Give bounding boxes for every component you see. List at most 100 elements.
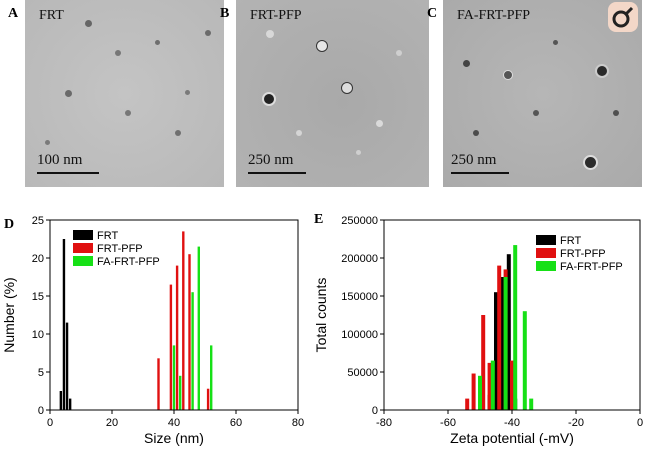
legend-label: FRT-PFP <box>97 243 143 255</box>
scale-bar <box>248 172 306 174</box>
particle <box>45 140 50 145</box>
particle <box>115 50 121 56</box>
bar <box>481 315 486 410</box>
bar <box>169 284 173 410</box>
particle <box>316 40 328 52</box>
bar <box>157 358 160 410</box>
bar <box>494 292 498 410</box>
bar <box>197 246 200 410</box>
scale-bar <box>451 172 509 174</box>
panel-letter-e: E <box>314 212 324 227</box>
y-axis-label: Number (%) <box>1 277 17 352</box>
tem-image-fa-frt-pfp: FA-FRT-PFP 250 nm <box>443 0 642 187</box>
tem-image-frt: FRT 100 nm <box>25 0 224 187</box>
scale-label: 100 nm <box>37 152 83 168</box>
particle <box>463 60 470 67</box>
legend-label: FRT <box>560 235 581 247</box>
panel-label: FRT-PFP <box>250 8 302 23</box>
x-tick-label: 40 <box>168 417 180 429</box>
particle <box>65 90 72 97</box>
x-tick-label: 80 <box>292 417 304 429</box>
particle <box>533 110 539 116</box>
scale-label: 250 nm <box>248 152 294 168</box>
legend-label: FRT <box>97 230 118 242</box>
bar <box>191 292 194 410</box>
bar <box>206 388 210 410</box>
bar <box>62 239 66 410</box>
x-tick-label: -20 <box>568 417 584 429</box>
bar <box>465 398 470 410</box>
x-tick-label: -60 <box>440 417 456 429</box>
particle <box>503 70 513 80</box>
bar <box>490 360 495 410</box>
bar <box>497 265 502 410</box>
bar <box>65 322 69 410</box>
x-axis-label: Size (nm) <box>144 430 204 446</box>
y-tick-label: 25 <box>32 215 44 227</box>
bar <box>179 375 182 410</box>
legend-swatch <box>73 243 93 253</box>
size-distribution-chart: 0 20 40 60 80 0 5 10 15 20 25 Size (nm) Number (%) FR… <box>1 215 304 446</box>
y-tick-label: 0 <box>38 405 44 417</box>
y-tick-label: 0 <box>372 405 378 417</box>
bar <box>529 398 534 410</box>
particle <box>341 82 353 94</box>
particle <box>125 110 131 116</box>
bar <box>182 231 185 410</box>
y-tick-label: 250000 <box>341 215 378 227</box>
legend-label: FRT-PFP <box>560 248 606 260</box>
particle <box>175 130 181 136</box>
x-tick-label: 20 <box>106 417 118 429</box>
y-tick-label: 10 <box>32 329 44 341</box>
y-tick-label: 200000 <box>341 253 378 265</box>
particle <box>473 130 479 136</box>
bar <box>503 277 508 410</box>
bar <box>172 345 176 410</box>
bar <box>59 391 63 410</box>
particle <box>595 64 609 78</box>
panel-letter-d: D <box>4 217 15 232</box>
y-tick-label: 15 <box>32 291 44 303</box>
logo-icon <box>608 2 638 32</box>
particle <box>376 120 383 127</box>
bar <box>188 254 191 410</box>
legend-label: FA-FRT-PFP <box>97 256 160 268</box>
y-tick-label: 20 <box>32 253 44 265</box>
bar <box>175 265 179 410</box>
particle <box>356 150 361 155</box>
particle <box>296 130 302 136</box>
bar <box>513 245 518 410</box>
legend-swatch <box>536 261 556 271</box>
panel-letter-b: B <box>220 6 230 21</box>
particle <box>266 30 274 38</box>
y-axis-label: Total counts <box>313 278 329 353</box>
zeta-potential-chart: -80 -60 -40 -20 0 0 50000 100000 150000 200000 250… <box>313 215 643 446</box>
legend-swatch <box>73 230 93 240</box>
bar <box>510 360 514 410</box>
bar <box>478 375 482 410</box>
x-tick-label: -40 <box>504 417 520 429</box>
y-tick-label: 5 <box>38 367 44 379</box>
particle <box>155 40 160 45</box>
bar <box>210 345 213 410</box>
particle <box>396 50 402 56</box>
panel-label: FA-FRT-PFP <box>457 8 531 23</box>
particle <box>262 92 276 106</box>
x-tick-label: 0 <box>47 417 53 429</box>
bar <box>68 398 72 410</box>
x-tick-label: -80 <box>376 417 392 429</box>
bar <box>487 362 492 410</box>
panel-letter-c: C <box>427 6 438 21</box>
y-tick-label: 100000 <box>341 329 378 341</box>
x-tick-label: 60 <box>230 417 242 429</box>
tem-image-frt-pfp: FRT-PFP 250 nm <box>236 0 429 187</box>
bar <box>522 311 527 410</box>
particle <box>205 30 211 36</box>
legend-swatch <box>536 235 556 245</box>
particle <box>185 90 190 95</box>
particle <box>583 155 598 170</box>
bar <box>506 254 511 410</box>
y-tick-label: 50000 <box>347 367 378 379</box>
y-tick-label: 150000 <box>341 291 378 303</box>
panel-label: FRT <box>39 8 64 23</box>
